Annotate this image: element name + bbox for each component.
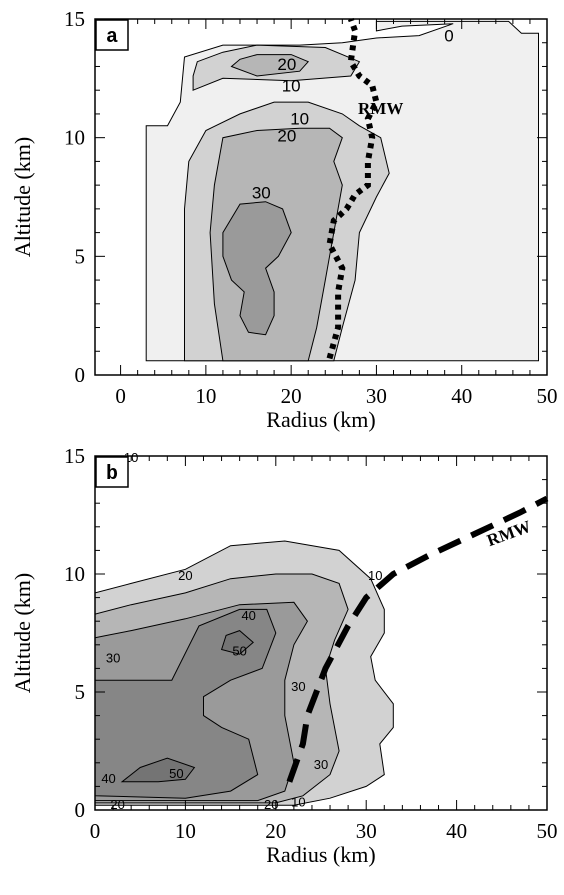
y-axis-title: Altitude (km) [10, 573, 35, 693]
x-axis-title: Radius (km) [266, 407, 375, 432]
contour-label-20: 20 [264, 797, 278, 812]
contour-label-40: 40 [101, 771, 115, 786]
y-tick-label: 10 [64, 562, 85, 586]
x-axis-title: Radius (km) [266, 842, 375, 867]
contour-label-10: 10 [368, 568, 382, 583]
contour-label-30: 30 [314, 757, 328, 772]
x-tick-label: 10 [175, 819, 196, 843]
axes-frame [94, 455, 548, 811]
y-tick-label: 15 [64, 7, 85, 31]
y-tick-label: 0 [75, 798, 86, 822]
y-tick-label: 0 [75, 363, 86, 387]
contour-label-20: 20 [178, 568, 192, 583]
rmw-curve [326, 17, 380, 360]
x-tick-label: 20 [281, 384, 302, 408]
contour-label-20: 20 [277, 126, 296, 145]
contour-label-50: 50 [169, 766, 183, 781]
contour-label-10: 10 [290, 110, 309, 129]
contour-label-10: 10 [291, 795, 305, 810]
y-tick-label: 5 [75, 680, 86, 704]
x-tick-label: 0 [90, 819, 101, 843]
rmw-label: RMW [484, 517, 533, 550]
contour-label-30: 30 [252, 183, 271, 202]
contour-30 [222, 201, 292, 336]
contour-field [145, 20, 539, 362]
x-tick-label: 50 [537, 819, 558, 843]
x-tick-label: 40 [451, 384, 472, 408]
contour-label-30: 30 [291, 679, 305, 694]
contour-50 [120, 757, 196, 783]
contour-label-40: 40 [241, 608, 255, 623]
x-tick-label: 30 [366, 384, 387, 408]
x-tick-label: 40 [446, 819, 467, 843]
y-tick-label: 5 [75, 244, 86, 268]
contour-label-30: 30 [106, 651, 120, 666]
panel-tag-box [95, 456, 129, 488]
panel-tag-box [95, 19, 129, 51]
x-tick-label: 0 [115, 384, 126, 408]
contour-field [95, 540, 394, 806]
panel-tag: b [106, 463, 118, 486]
x-tick-label: 10 [195, 384, 216, 408]
rmw-curve [286, 495, 549, 783]
contour-label-0: 0 [444, 27, 453, 46]
y-tick-label: 10 [64, 126, 85, 150]
y-tick-label: 15 [64, 444, 85, 468]
contour-label-20: 20 [277, 55, 296, 74]
contour-label-50: 50 [232, 644, 246, 659]
y-axis-title: Altitude (km) [10, 137, 35, 257]
x-tick-label: 20 [265, 819, 286, 843]
contour-40 [95, 608, 277, 799]
panel-tag: a [106, 26, 118, 49]
x-tick-label: 50 [537, 384, 558, 408]
contour-50 [220, 630, 254, 655]
contour-label-10: 10 [282, 76, 301, 95]
x-tick-label: 30 [356, 819, 377, 843]
axes-frame [94, 18, 548, 376]
contour-label-20: 20 [110, 797, 124, 812]
contour-20 [230, 54, 310, 77]
rmw-label: RMW [358, 99, 403, 118]
